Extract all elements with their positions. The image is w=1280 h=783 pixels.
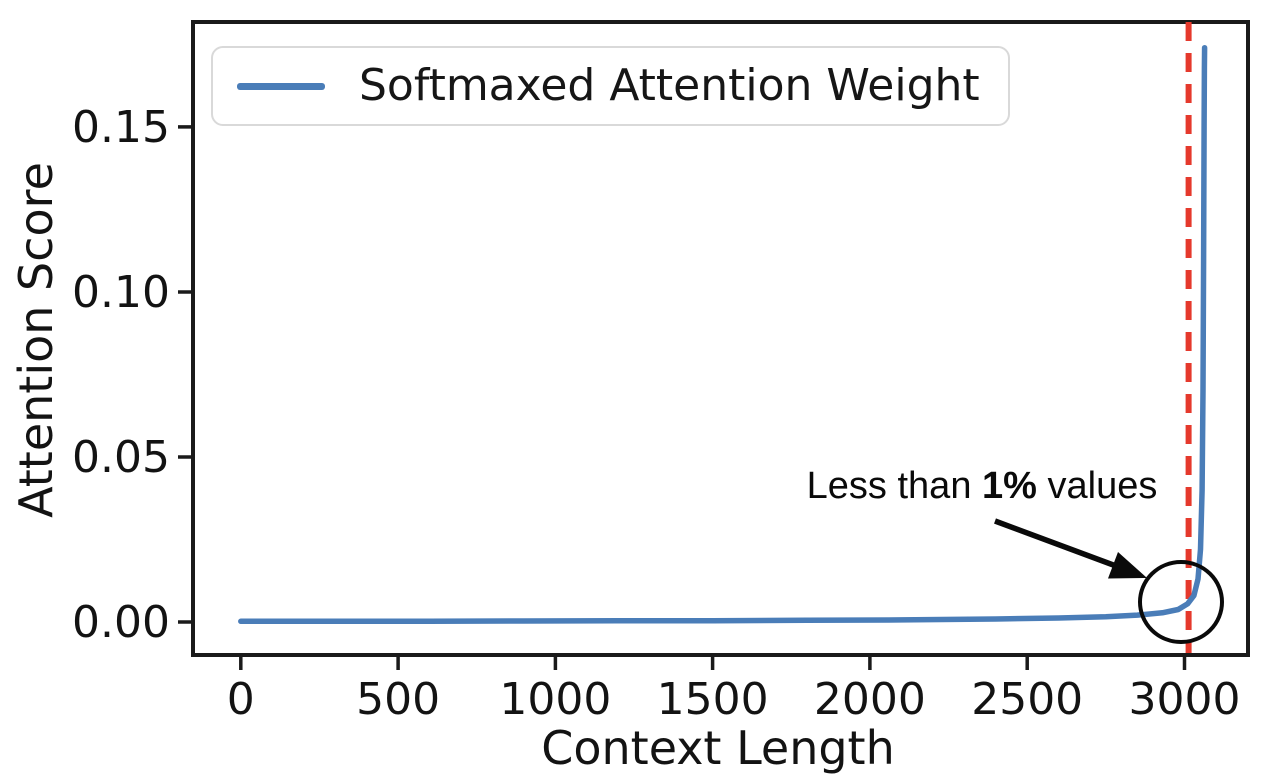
y-tick-label: 0.15 <box>72 102 170 153</box>
y-axis-label: Attention Score <box>9 162 63 518</box>
y-tick-label: 0.10 <box>72 267 170 318</box>
attention-weight-line <box>238 44 1208 625</box>
annotation-text: Less than 1% values <box>807 467 1158 505</box>
annotation-text-prefix: Less than <box>806 465 983 507</box>
x-axis-label: Context Length <box>541 721 895 775</box>
legend-label: Softmaxed Attention Weight <box>359 60 980 111</box>
annotation-arrow-head-icon <box>1108 552 1147 579</box>
x-tick-label: 500 <box>356 674 440 725</box>
x-tick-label: 3000 <box>1129 674 1241 725</box>
annotation-layer <box>994 518 1224 644</box>
x-tick-label: 1000 <box>499 674 611 725</box>
y-tick-label: 0.00 <box>72 597 170 648</box>
annotation-text-suffix: values <box>1036 465 1158 507</box>
annotation-arrow-shaft <box>994 518 1117 569</box>
annotation-circle <box>1138 560 1224 644</box>
y-tick-label: 0.05 <box>72 432 170 483</box>
plot-border <box>191 20 1250 657</box>
x-tick-label: 2500 <box>971 674 1083 725</box>
x-tick-label: 0 <box>227 674 255 725</box>
x-tick-label: 1500 <box>657 674 769 725</box>
legend-line-swatch-icon <box>237 82 325 90</box>
x-tick-label: 2000 <box>814 674 926 725</box>
legend: Softmaxed Attention Weight <box>211 46 1010 126</box>
annotation-text-bold: 1% <box>982 465 1037 507</box>
